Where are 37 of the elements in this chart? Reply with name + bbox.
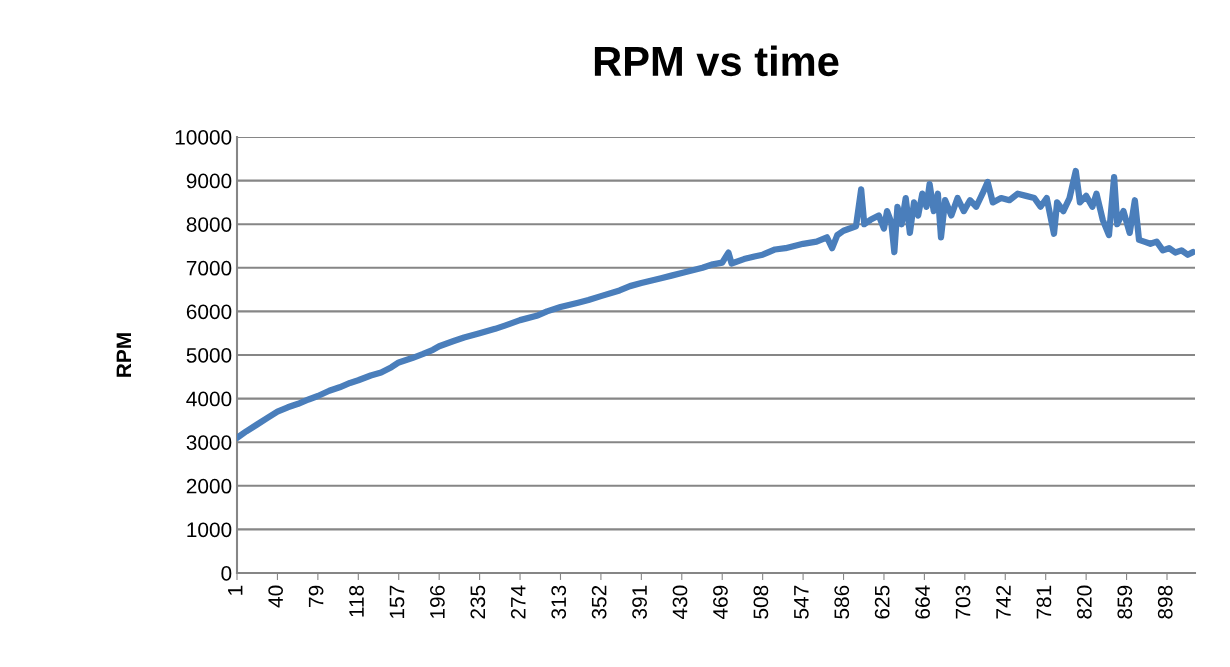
x-tick-label: 235	[470, 585, 486, 619]
y-tick-label: 1000	[187, 522, 232, 538]
x-tick-label: 352	[591, 585, 607, 619]
y-tick-label: 7000	[186, 260, 232, 276]
y-tick-label: 3000	[186, 435, 232, 450]
x-tick-label: 859	[1117, 585, 1133, 619]
y-tick-label: 10000	[175, 130, 232, 145]
x-tick-label: 118	[349, 585, 364, 617]
y-tick-label: 5000	[186, 348, 232, 363]
x-tick-label: 430	[672, 585, 688, 620]
y-tick-label: 9000	[186, 173, 232, 189]
y-tick-label: 8000	[186, 217, 232, 232]
x-tick-label: 820	[1076, 585, 1092, 619]
x-tick-label: 157	[389, 585, 405, 618]
x-tick-label: 40	[268, 585, 284, 608]
x-tick-label: 625	[874, 585, 890, 619]
chart-title: RPM vs time	[594, 45, 839, 77]
x-tick-label: 898	[1157, 585, 1173, 619]
y-tick-label: 2000	[186, 478, 232, 494]
x-tick-label: 586	[834, 585, 850, 619]
x-tick-label: 313	[551, 585, 567, 619]
y-tick-label: 0	[221, 566, 232, 581]
x-tick-label: 1	[228, 585, 243, 595]
x-tick-label: 742	[996, 585, 1011, 619]
x-tick-label: 391	[632, 585, 647, 619]
x-tick-label: 547	[794, 585, 809, 619]
x-tick-label: 469	[713, 585, 728, 620]
x-tick-label: 79	[308, 585, 324, 607]
x-tick-label: 274	[510, 585, 526, 619]
x-tick-label: 664	[915, 585, 930, 619]
y-tick-label: 6000	[186, 304, 232, 320]
x-tick-label: 508	[753, 585, 769, 619]
x-tick-label: 781	[1036, 585, 1052, 619]
y-axis-title: RPM	[116, 333, 131, 377]
x-tick-label: 196	[430, 585, 445, 618]
x-tick-label: 703	[955, 585, 971, 619]
y-tick-label: 4000	[186, 391, 232, 407]
